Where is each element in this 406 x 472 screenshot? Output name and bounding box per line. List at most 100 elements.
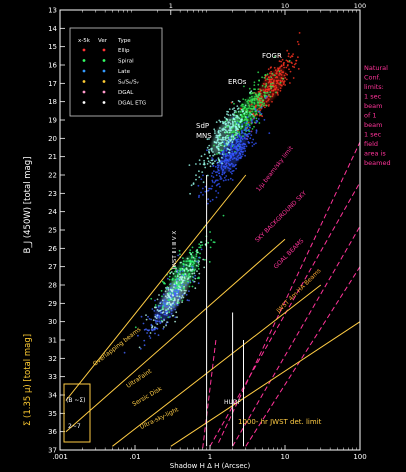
data-point bbox=[287, 64, 289, 66]
data-point bbox=[215, 146, 218, 148]
data-point bbox=[271, 78, 274, 80]
data-point bbox=[241, 131, 244, 134]
data-point bbox=[235, 139, 238, 142]
data-point bbox=[239, 121, 242, 123]
data-point bbox=[274, 76, 277, 79]
data-point bbox=[198, 243, 201, 246]
data-point bbox=[188, 290, 190, 293]
data-point bbox=[187, 260, 189, 262]
data-point bbox=[140, 315, 143, 318]
data-point bbox=[246, 100, 249, 103]
data-point bbox=[215, 190, 217, 192]
data-point bbox=[286, 73, 288, 76]
data-point bbox=[221, 160, 224, 163]
y-tick-label: 16 bbox=[48, 62, 57, 70]
data-point bbox=[174, 320, 177, 323]
y-tick-label: 17 bbox=[48, 80, 57, 88]
data-point bbox=[218, 142, 221, 145]
data-point bbox=[204, 166, 207, 169]
data-point bbox=[154, 299, 156, 302]
data-point bbox=[145, 318, 148, 321]
data-point bbox=[267, 76, 270, 79]
data-point bbox=[158, 316, 161, 319]
data-point bbox=[298, 32, 301, 34]
data-point bbox=[176, 302, 179, 305]
data-point bbox=[247, 123, 250, 126]
data-point bbox=[217, 151, 220, 154]
data-point bbox=[184, 292, 186, 294]
data-point bbox=[230, 135, 233, 138]
data-point bbox=[242, 105, 244, 108]
data-point bbox=[243, 147, 246, 150]
data-point bbox=[231, 101, 234, 103]
data-point bbox=[167, 277, 169, 280]
data-point bbox=[221, 173, 224, 176]
data-point bbox=[167, 289, 170, 291]
data-point bbox=[200, 241, 202, 244]
data-point bbox=[157, 310, 160, 312]
data-point bbox=[191, 255, 194, 257]
data-point bbox=[249, 96, 251, 99]
data-point bbox=[216, 179, 219, 182]
data-point bbox=[189, 281, 192, 284]
data-point bbox=[261, 115, 264, 118]
legend-marker bbox=[102, 101, 106, 104]
data-point bbox=[244, 116, 247, 118]
data-point bbox=[149, 332, 152, 334]
data-point bbox=[212, 165, 215, 167]
data-point bbox=[167, 287, 170, 289]
data-point bbox=[250, 100, 253, 103]
data-point bbox=[166, 305, 168, 308]
data-point bbox=[243, 145, 246, 148]
data-point bbox=[291, 62, 293, 64]
data-point bbox=[217, 157, 220, 160]
data-point bbox=[235, 114, 238, 117]
data-point bbox=[237, 110, 240, 113]
data-point bbox=[260, 105, 263, 107]
data-point bbox=[189, 275, 192, 278]
data-point bbox=[165, 323, 168, 325]
data-point bbox=[160, 290, 163, 292]
data-point bbox=[217, 145, 220, 148]
data-point bbox=[220, 165, 223, 167]
data-point bbox=[255, 132, 258, 134]
data-point bbox=[244, 104, 247, 107]
data-point bbox=[156, 323, 159, 325]
data-point bbox=[238, 142, 241, 145]
x-top-tick-label: 10 bbox=[281, 2, 289, 10]
data-point bbox=[206, 174, 209, 177]
data-point bbox=[180, 297, 183, 299]
data-point bbox=[166, 301, 169, 304]
data-point bbox=[168, 301, 171, 304]
data-point bbox=[219, 130, 222, 132]
data-point bbox=[123, 351, 126, 354]
data-point bbox=[270, 87, 273, 90]
data-point bbox=[178, 301, 180, 304]
y-tick-label: 31 bbox=[48, 337, 57, 345]
data-point bbox=[198, 170, 200, 173]
data-point bbox=[173, 292, 176, 295]
data-point bbox=[273, 85, 276, 88]
data-point bbox=[259, 106, 262, 109]
data-point bbox=[257, 104, 259, 107]
y-tick-label: 32 bbox=[48, 355, 57, 363]
data-point bbox=[259, 101, 261, 104]
data-point bbox=[267, 78, 270, 81]
data-point bbox=[189, 280, 192, 282]
data-point bbox=[235, 132, 237, 134]
data-point bbox=[235, 127, 238, 129]
data-point bbox=[199, 244, 202, 247]
data-point bbox=[178, 249, 181, 252]
data-point bbox=[267, 99, 269, 102]
reference-line bbox=[209, 182, 361, 447]
data-point bbox=[268, 98, 270, 100]
data-point bbox=[137, 334, 139, 337]
legend-marker bbox=[82, 69, 86, 73]
data-point bbox=[226, 148, 229, 150]
data-point bbox=[174, 287, 177, 290]
data-point bbox=[258, 79, 260, 82]
y-tick-label: 23 bbox=[48, 190, 57, 198]
data-point bbox=[269, 85, 272, 88]
data-point bbox=[170, 271, 173, 273]
y-tick-label: 29 bbox=[48, 300, 57, 308]
